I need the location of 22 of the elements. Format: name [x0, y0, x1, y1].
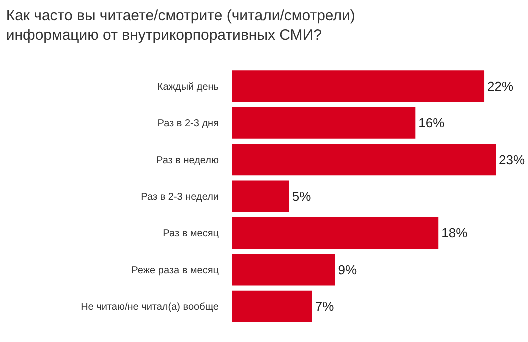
data-label: 23%	[499, 152, 526, 168]
bar	[232, 254, 336, 286]
y-tick-label: Не читаю/не читал(а) вообще	[81, 302, 220, 314]
y-tick-label: Раз в 2-3 дня	[158, 118, 219, 130]
data-label: 9%	[338, 262, 358, 278]
data-label: 18%	[442, 226, 468, 241]
bar	[232, 107, 416, 139]
data-label: 22%	[488, 78, 514, 94]
y-tick-label: Раз в неделю	[156, 155, 220, 166]
bar	[232, 217, 439, 249]
data-label: 16%	[418, 116, 446, 131]
chart-title: Как часто вы читаете/смотрите (читали/смотрели) информацию от внутрикорпоративных СМИ?	[6, 8, 356, 44]
bar	[232, 70, 485, 102]
data-label: 5%	[292, 189, 312, 204]
y-tick-label: Каждый день	[157, 82, 219, 93]
bar	[232, 290, 312, 322]
y-tick-label: Раз в месяц	[163, 228, 220, 240]
data-label: 7%	[315, 299, 335, 314]
bar	[232, 144, 496, 176]
y-tick-label: Реже раза в месяц	[132, 265, 220, 276]
bar	[232, 180, 290, 212]
y-tick-label: Раз в 2-3 недели	[141, 192, 219, 203]
